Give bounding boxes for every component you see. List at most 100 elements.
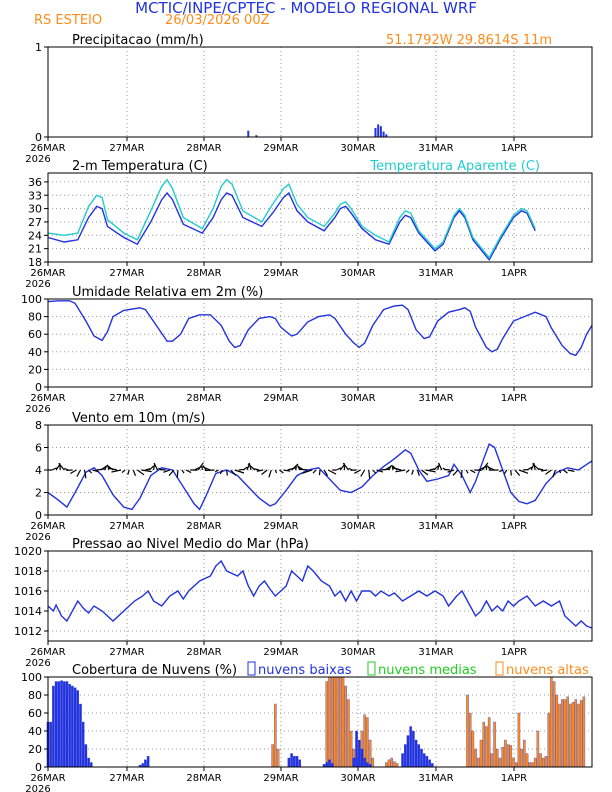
cloud-bar-orange [577, 703, 580, 768]
wind-barb [302, 469, 313, 474]
temp-series-1 [47, 178, 536, 259]
wind-barb [256, 469, 264, 472]
cloud-bar-blue [87, 757, 90, 768]
panel-pressure: 1012 1014 1016 1018 1020 26MAR 27MAR 28MAR 29MAR… [14, 537, 593, 669]
cloud-bar-blue [417, 744, 421, 768]
wind-series-0 [47, 443, 593, 511]
x-tick-label: 31MAR [418, 647, 453, 658]
cloud-bar-orange [523, 739, 526, 768]
x-tick-label: 27MAR [109, 647, 144, 658]
wind-barb [238, 468, 244, 471]
y-tick-label: 100 [21, 293, 42, 306]
cloud-bar-orange [366, 717, 369, 768]
wind-barb [203, 466, 211, 471]
cloud-bar-blue [90, 762, 93, 768]
cloud-bar-orange [504, 739, 507, 768]
y-tick-label: 6 [35, 442, 42, 455]
cloud-bar-orange [528, 762, 532, 768]
cloud-bar-blue [401, 753, 404, 768]
wind-barb [405, 469, 410, 473]
x-tick-label: 28MAR [186, 393, 221, 404]
wind-barb [567, 469, 575, 472]
cloud-bar-blue [65, 681, 69, 768]
legend-label: nuvens altas [506, 663, 589, 678]
cloud-bar-blue [357, 739, 361, 768]
cloud-bar-blue [330, 763, 334, 768]
wind-barb [384, 464, 393, 471]
wind-barb [83, 469, 87, 479]
x-tick-label: 28MAR [186, 268, 221, 279]
x-tick-label: 29MAR [263, 143, 298, 154]
y-tick-label: 2 [35, 487, 42, 500]
x-tick-label: 26MAR [30, 773, 65, 784]
wind-barb [514, 469, 521, 476]
y-tick-label: 20 [28, 363, 42, 376]
cloud-bar-orange [582, 696, 586, 768]
legend-apparent-temp: Temperatura Aparente (C) [369, 159, 540, 174]
wind-barb [460, 469, 463, 479]
x-tick-label: 1APR [501, 268, 527, 279]
panel-precip: 0 1 26MAR 27MAR 28MAR 29MAR 30MAR 31MAR 1APR 2026… [25, 33, 593, 165]
panel-frame [47, 46, 593, 138]
legend-swatch [247, 661, 256, 676]
wind-barb [425, 469, 436, 473]
wind-barb [234, 469, 245, 474]
cloud-bar-orange [368, 739, 372, 768]
precip-bar [377, 124, 380, 137]
y-tick-label: 33 [28, 189, 42, 202]
panel-frame [47, 298, 593, 388]
wind-barb [372, 469, 377, 474]
y-tick-label: 40 [28, 346, 42, 359]
x-tick-label: 26MAR [30, 647, 65, 658]
coordinates-label: 51.1792W 29.8614S 11m [386, 33, 552, 48]
cloud-bar-orange [347, 699, 350, 768]
cloud-bar-orange [325, 681, 329, 768]
wind-barb [487, 466, 495, 471]
cloud-bar-orange [395, 763, 399, 768]
cloud-bar-orange [533, 757, 537, 768]
x-tick-label: 30MAR [340, 143, 375, 154]
cloud-bar-orange [274, 703, 277, 768]
panel-wind: 0 2 4 6 8 26MAR 27MAR 28MAR 29MAR 30MAR 31MAR 1APR 2… [25, 411, 593, 543]
x-tick-label: 26MAR [30, 393, 65, 404]
cloud-bar-blue [298, 759, 301, 768]
temp-series-0 [47, 191, 536, 262]
precip-bar [379, 126, 382, 137]
wind-barb [185, 469, 192, 474]
cloud-bar-blue [406, 735, 410, 768]
cloud-bar-blue [141, 763, 144, 768]
x-tick-label: 31MAR [418, 773, 453, 784]
wind-barb [204, 469, 215, 472]
cloud-bar-orange [566, 696, 569, 768]
wind-barb [274, 469, 278, 474]
panel-title: Umidade Relativa em 2m (%) [72, 285, 263, 300]
wind-barb [339, 464, 345, 471]
x-tick-label: 30MAR [340, 393, 375, 404]
precip-bar [385, 134, 388, 137]
panel-title: Cobertura de Nuvens (%) [72, 663, 237, 678]
panel-title: Precipitacao (mm/h) [72, 33, 204, 48]
year-label: 2026 [25, 154, 50, 165]
x-tick-label: 1APR [501, 393, 527, 404]
cloud-bar-orange [474, 748, 477, 768]
wind-barb [51, 467, 58, 471]
year-label: 2026 [25, 658, 50, 669]
cloud-bar-orange [493, 721, 496, 768]
cloud-bar-orange [468, 712, 472, 768]
panel-frame [47, 172, 593, 263]
x-tick-label: 28MAR [186, 773, 221, 784]
x-tick-label: 30MAR [340, 647, 375, 658]
cloud-bar-blue [404, 744, 407, 768]
cloud-bar-orange [569, 703, 572, 768]
wind-barb [92, 469, 99, 473]
wind-barb [254, 468, 260, 471]
wind-barb [447, 469, 455, 473]
cloud-bar-orange [387, 759, 391, 768]
cloud-bar-orange [571, 702, 575, 768]
wind-barb [226, 469, 228, 476]
wind-barb [127, 469, 130, 475]
wind-barb [318, 469, 321, 476]
wind-barb [558, 469, 562, 474]
